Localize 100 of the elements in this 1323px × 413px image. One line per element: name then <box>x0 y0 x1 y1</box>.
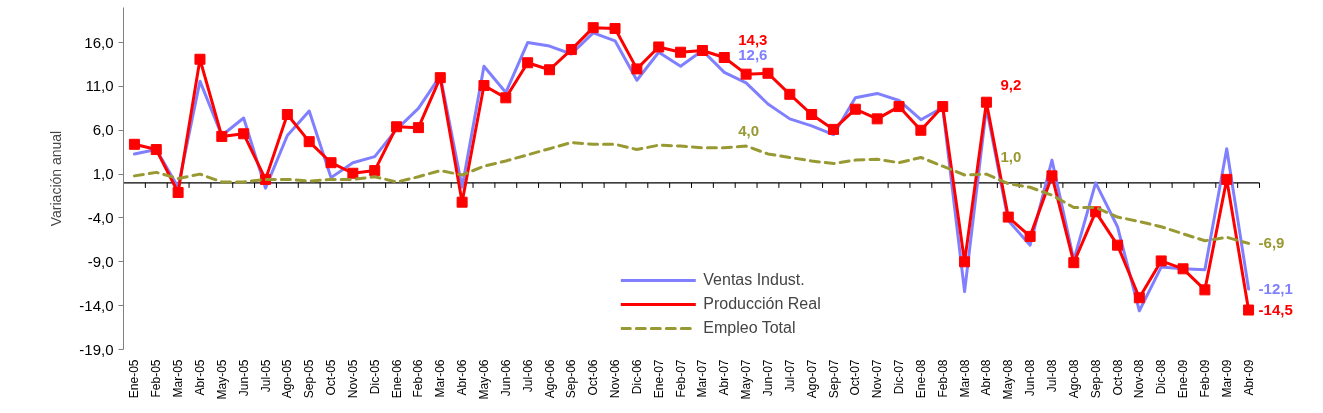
point <box>1046 170 1058 182</box>
x-tick-label: Oct-06 <box>586 359 601 396</box>
point <box>325 157 337 169</box>
point <box>238 128 250 140</box>
y-tick-label: 1,0 <box>92 165 114 183</box>
point <box>609 23 621 35</box>
x-tick-label: Abr-09 <box>1241 359 1256 396</box>
x-tick-label: Ago-06 <box>542 359 557 399</box>
x-tick-label: Oct-05 <box>324 359 339 396</box>
point <box>915 124 927 136</box>
point <box>1002 211 1014 223</box>
data-label: -12,1 <box>1258 279 1293 297</box>
x-tick-label: Nov-05 <box>345 359 360 399</box>
data-label: -6,9 <box>1258 234 1285 252</box>
y-tick-label: 11,0 <box>85 77 114 95</box>
point <box>172 187 184 199</box>
x-tick-label: May-06 <box>476 359 491 400</box>
point <box>391 121 403 133</box>
point <box>281 108 293 120</box>
point <box>522 57 534 69</box>
point <box>893 101 905 113</box>
y-tick-label: 6,0 <box>92 121 114 139</box>
x-tick-label: Mar-09 <box>1219 359 1234 398</box>
point <box>959 256 971 268</box>
x-tick-label: Mar-08 <box>957 359 972 398</box>
point <box>456 196 468 208</box>
x-tick-label: Ene-06 <box>389 359 404 399</box>
x-tick-label: Dic-05 <box>367 359 382 395</box>
x-tick-label: Jun-07 <box>760 359 775 397</box>
x-tick-label: Feb-08 <box>935 359 950 398</box>
legend-label: Producción Real <box>703 295 821 313</box>
point <box>478 80 490 92</box>
x-tick-label: Dic-07 <box>892 359 907 395</box>
point <box>216 130 228 142</box>
point <box>1243 304 1255 316</box>
x-tick-label: Mar-05 <box>171 359 186 398</box>
x-tick-label: Sep-07 <box>826 359 841 399</box>
x-tick-label: Dic-06 <box>629 359 644 395</box>
point <box>980 96 992 108</box>
x-tick-label: Jun-08 <box>1023 359 1038 397</box>
point <box>1155 255 1167 267</box>
point <box>544 64 555 76</box>
x-tick-label: May-05 <box>214 359 229 400</box>
x-tick-label: Feb-05 <box>149 359 164 398</box>
data-label: 1,0 <box>1000 148 1022 166</box>
data-label: -14,5 <box>1258 301 1293 319</box>
x-tick-label: Ene-05 <box>127 359 142 399</box>
x-tick-label: Ago-08 <box>1066 359 1081 399</box>
x-tick-label: Feb-06 <box>411 359 426 398</box>
y-tick-label: -19,0 <box>79 340 114 358</box>
point <box>937 101 949 113</box>
x-tick-label: Jul-08 <box>1044 359 1059 393</box>
point <box>587 22 599 34</box>
point <box>784 88 796 100</box>
x-tick-label: Sep-06 <box>564 359 579 399</box>
x-tick-label: Ago-05 <box>280 359 295 399</box>
x-tick-label: May-08 <box>1001 359 1016 400</box>
x-tick-label: Sep-08 <box>1088 359 1103 399</box>
y-tick-label: -4,0 <box>87 208 114 226</box>
x-tick-label: Abr-08 <box>979 359 994 396</box>
legend-label: Empleo Total <box>703 319 796 337</box>
point <box>718 51 730 63</box>
x-tick-label: Abr-07 <box>717 359 732 396</box>
x-tick-label: Ene-08 <box>913 359 928 399</box>
point <box>806 108 818 120</box>
point <box>150 144 162 156</box>
point <box>631 63 643 75</box>
x-tick-label: Sep-05 <box>302 359 317 399</box>
x-tick-label: May-07 <box>739 359 754 400</box>
x-tick-label: Jul-06 <box>520 359 535 393</box>
x-tick-label: Mar-07 <box>695 359 710 398</box>
point <box>303 136 315 148</box>
point <box>871 113 883 125</box>
point <box>128 138 140 150</box>
point <box>696 44 708 56</box>
line-series <box>132 141 1251 245</box>
point <box>653 41 665 53</box>
data-label: 4,0 <box>738 121 760 139</box>
x-tick-label: Oct-07 <box>848 359 863 396</box>
x-tick-label: Mar-06 <box>433 359 448 398</box>
x-tick-label: Ago-07 <box>804 359 819 399</box>
x-tick-label: Oct-08 <box>1110 359 1125 396</box>
x-tick-label: Abr-06 <box>455 359 470 396</box>
point <box>347 167 359 179</box>
point <box>434 72 446 84</box>
point <box>675 46 687 58</box>
y-tick-label: 16,0 <box>84 33 114 51</box>
x-tick-label: Dic-08 <box>1154 359 1169 395</box>
point <box>740 68 752 80</box>
point <box>1112 239 1123 251</box>
point <box>1177 263 1189 275</box>
x-tick-label: Feb-07 <box>673 359 688 398</box>
point <box>1221 173 1233 185</box>
point <box>849 103 861 115</box>
x-tick-label: Jul-07 <box>782 359 797 393</box>
data-label: 14,3 <box>738 31 768 49</box>
x-tick-label: Jun-06 <box>498 359 513 397</box>
point <box>194 53 206 65</box>
point <box>412 122 424 134</box>
x-tick-label: Nov-07 <box>870 359 885 399</box>
